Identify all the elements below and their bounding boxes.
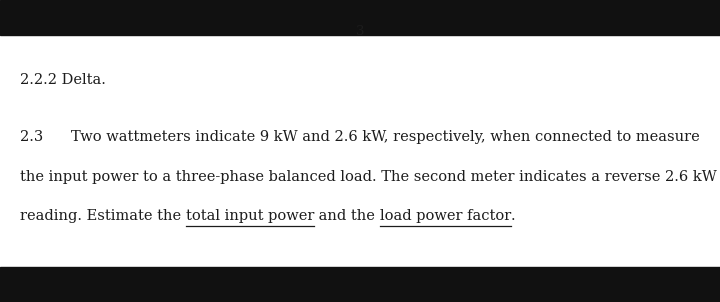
Text: .: . [511, 209, 516, 223]
Text: the input power to a three-phase balanced load. The second meter indicates a rev: the input power to a three-phase balance… [20, 170, 717, 184]
Text: total input power: total input power [186, 209, 315, 223]
Text: load power factor: load power factor [379, 209, 511, 223]
Text: reading. Estimate the: reading. Estimate the [20, 209, 186, 223]
Text: 2.3      Two wattmeters indicate 9 kW and 2.6 kW, respectively, when connected t: 2.3 Two wattmeters indicate 9 kW and 2.6… [20, 130, 700, 144]
Text: 3: 3 [356, 25, 364, 38]
Text: and the: and the [315, 209, 379, 223]
Bar [0, 0, 720, 35]
Text: 2.2.2 Delta.: 2.2.2 Delta. [20, 73, 106, 87]
Bar [0, 267, 720, 302]
